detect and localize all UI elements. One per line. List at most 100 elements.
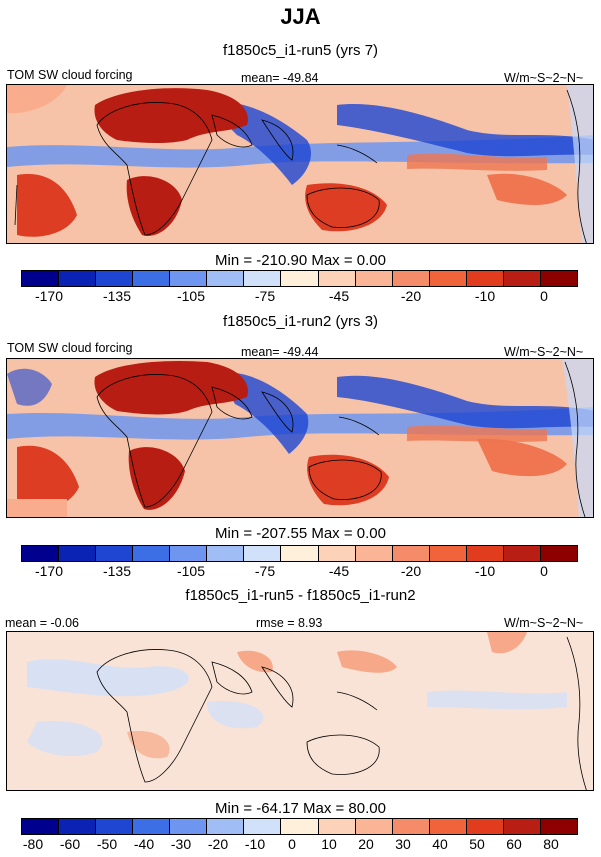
panel-3-rmse-label: rmse = 8.93 — [256, 616, 323, 630]
colorbar-swatch — [22, 271, 60, 286]
colorbar-swatch — [133, 271, 171, 286]
panel-3-min-max: Min = -64.17 Max = 80.00 — [215, 800, 386, 817]
panel-2-min-max: Min = -207.55 Max = 0.00 — [215, 525, 386, 542]
cbar-2-tick: 0 — [540, 563, 548, 579]
colorbar-swatch — [170, 546, 208, 561]
cbar-1-tick: -10 — [474, 288, 496, 304]
colorbar-swatch — [355, 546, 393, 561]
panel-1-map-field — [7, 85, 593, 243]
colorbar-swatch — [466, 271, 504, 286]
cbar-2-tick: -105 — [176, 563, 206, 579]
colorbar-swatch — [318, 271, 356, 286]
colorbar-swatch — [540, 546, 577, 561]
cbar-2-tick: -135 — [102, 563, 132, 579]
cbar-3-tick: 80 — [543, 836, 559, 852]
cbar-1-tick: -45 — [328, 288, 350, 304]
colorbar-swatch — [503, 546, 541, 561]
colorbar-swatch — [392, 819, 430, 834]
colorbar-swatch — [22, 546, 60, 561]
cbar-3-tick: -80 — [22, 836, 44, 852]
cbar-1-tick: 0 — [540, 288, 548, 304]
figure-title: JJA — [280, 4, 321, 29]
cbar-3-tick: -60 — [59, 836, 81, 852]
panel-2-variable-label: TOM SW cloud forcing — [7, 341, 133, 355]
cbar-3-tick: -40 — [133, 836, 155, 852]
colorbar-swatch — [466, 546, 504, 561]
cbar-2-tick: -170 — [34, 563, 64, 579]
colorbar-swatch — [392, 271, 430, 286]
panel-3-map-field — [7, 632, 593, 790]
panel-1-map — [6, 84, 594, 244]
cbar-3-tick: 10 — [321, 836, 337, 852]
panel-1-colorbar — [21, 270, 578, 287]
colorbar-swatch — [96, 271, 134, 286]
colorbar-swatch — [466, 819, 504, 834]
colorbar-swatch — [429, 546, 467, 561]
panel-3-units-label: W/m~S~2~N~ — [504, 616, 584, 630]
colorbar-swatch — [281, 546, 319, 561]
cbar-3-tick: 20 — [358, 836, 374, 852]
cbar-1-tick: -20 — [400, 288, 422, 304]
cbar-3-tick: 30 — [395, 836, 411, 852]
panel-2-title: f1850c5_i1-run2 (yrs 3) — [222, 313, 379, 330]
colorbar-swatch — [170, 819, 208, 834]
cbar-2-tick: -45 — [328, 563, 350, 579]
panel-2-map-field — [7, 359, 593, 517]
colorbar-swatch — [207, 271, 245, 286]
panel-1-units-label: W/m~S~2~N~ — [504, 71, 584, 85]
panel-3-mean-label: mean = -0.06 — [5, 616, 80, 630]
panel-2-colorbar — [21, 545, 578, 562]
colorbar-swatch — [96, 546, 134, 561]
colorbar-swatch — [244, 819, 282, 834]
colorbar-swatch — [59, 271, 97, 286]
colorbar-swatch — [207, 546, 245, 561]
cbar-3-tick: 40 — [432, 836, 448, 852]
colorbar-swatch — [22, 819, 60, 834]
colorbar-swatch — [281, 271, 319, 286]
colorbar-swatch — [170, 271, 208, 286]
cbar-3-tick: 50 — [469, 836, 485, 852]
panel-3-map — [6, 631, 594, 791]
colorbar-swatch — [133, 546, 171, 561]
colorbar-swatch — [540, 271, 577, 286]
cbar-3-tick: 60 — [506, 836, 522, 852]
cbar-1-tick: -135 — [102, 288, 132, 304]
cbar-3-tick: -20 — [207, 836, 229, 852]
panel-2-map — [6, 358, 594, 518]
panel-1-mean-label: mean= -49.84 — [241, 71, 319, 85]
colorbar-swatch — [207, 819, 245, 834]
cbar-3-tick: -30 — [170, 836, 192, 852]
cbar-1-tick: -170 — [34, 288, 64, 304]
panel-3-title: f1850c5_i1-run5 - f1850c5_i1-run2 — [185, 587, 416, 604]
colorbar-swatch — [96, 819, 134, 834]
colorbar-swatch — [429, 819, 467, 834]
colorbar-swatch — [503, 819, 541, 834]
panel-1-min-max: Min = -210.90 Max = 0.00 — [215, 252, 386, 269]
cbar-3-tick: 0 — [288, 836, 296, 852]
colorbar-swatch — [540, 819, 577, 834]
colorbar-swatch — [503, 271, 541, 286]
cbar-2-tick: -20 — [400, 563, 422, 579]
cbar-3-tick: -50 — [96, 836, 118, 852]
colorbar-swatch — [355, 271, 393, 286]
cbar-2-tick: -10 — [474, 563, 496, 579]
colorbar-swatch — [59, 819, 97, 834]
panel-3-colorbar — [21, 818, 578, 835]
colorbar-swatch — [429, 271, 467, 286]
panel-1-title: f1850c5_i1-run5 (yrs 7) — [222, 42, 379, 59]
panel-1-variable-label: TOM SW cloud forcing — [7, 68, 133, 82]
panel-2-units-label: W/m~S~2~N~ — [504, 345, 584, 359]
cbar-3-tick: -10 — [244, 836, 266, 852]
colorbar-swatch — [355, 819, 393, 834]
panel-2-mean-label: mean= -49.44 — [241, 345, 319, 359]
cbar-2-tick: -75 — [254, 563, 276, 579]
colorbar-swatch — [133, 819, 171, 834]
colorbar-swatch — [318, 819, 356, 834]
colorbar-swatch — [59, 546, 97, 561]
cbar-1-tick: -75 — [254, 288, 276, 304]
colorbar-swatch — [318, 546, 356, 561]
colorbar-swatch — [392, 546, 430, 561]
colorbar-swatch — [244, 271, 282, 286]
cbar-1-tick: -105 — [176, 288, 206, 304]
colorbar-swatch — [244, 546, 282, 561]
